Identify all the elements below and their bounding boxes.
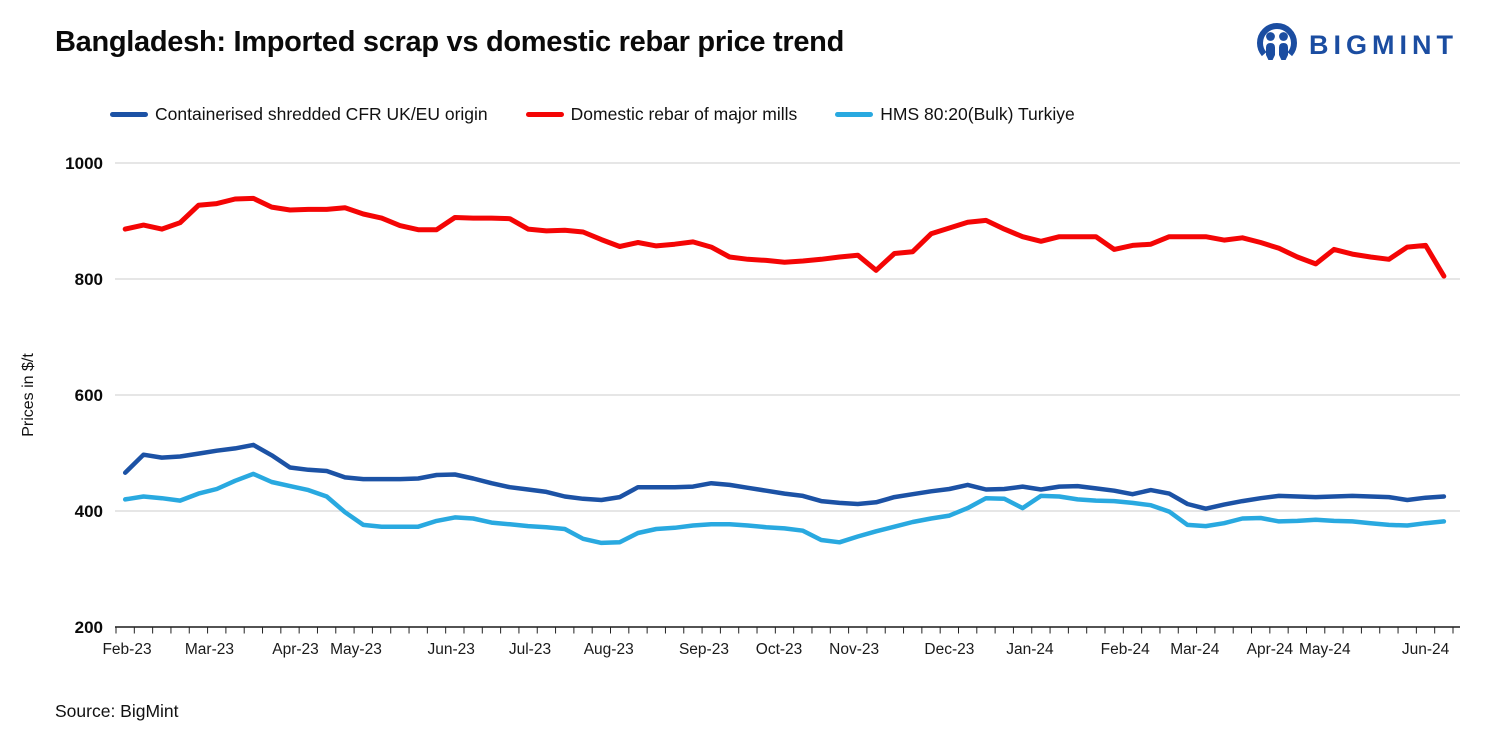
x-label-Mar-23: Mar-23 — [185, 641, 234, 658]
x-label-Jul-23: Jul-23 — [509, 641, 551, 658]
x-label-Jun-24: Jun-24 — [1402, 641, 1450, 658]
y-tick-label-1000: 1000 — [65, 154, 103, 173]
page-title: Bangladesh: Imported scrap vs domestic r… — [55, 26, 844, 58]
series-line-0 — [122, 442, 1447, 511]
legend-label: Containerised shredded CFR UK/EU origin — [155, 104, 488, 124]
legend-item-hms-8020: HMS 80:20(Bulk) Turkiye — [835, 104, 1075, 125]
legend-item-domestic-rebar: Domestic rebar of major mills — [525, 104, 798, 125]
bigmint-logo: BIGMINT — [1254, 22, 1458, 68]
chart-legend: Containerised shredded CFR UK/EU origin … — [110, 104, 1075, 125]
x-label-Feb-24: Feb-24 — [1101, 641, 1150, 658]
bigmint-logo-icon — [1257, 23, 1297, 63]
source-note: Source: BigMint — [55, 701, 179, 721]
x-label-Feb-23: Feb-23 — [102, 641, 151, 658]
legend-swatch-dark-blue — [110, 112, 148, 117]
legend-label: Domestic rebar of major mills — [570, 104, 798, 124]
series-line-1 — [122, 195, 1447, 279]
bigmint-logo-text: BIGMINT — [1309, 29, 1458, 60]
legend-label: HMS 80:20(Bulk) Turkiye — [880, 104, 1075, 124]
x-label-Jun-23: Jun-23 — [428, 641, 475, 658]
y-axis-title: Prices in $/t — [20, 353, 37, 437]
legend-swatch-cyan — [835, 112, 874, 117]
y-tick-label-800: 800 — [75, 270, 103, 289]
x-label-Apr-24: Apr-24 — [1247, 641, 1294, 658]
x-label-Mar-24: Mar-24 — [1170, 641, 1219, 658]
y-tick-label-200: 200 — [75, 618, 103, 637]
x-label-Sep-23: Sep-23 — [679, 641, 729, 658]
x-label-May-24: May-24 — [1299, 641, 1351, 658]
x-label-Oct-23: Oct-23 — [756, 641, 803, 658]
legend-item-containerised-shredded: Containerised shredded CFR UK/EU origin — [110, 104, 488, 125]
series-line-2 — [122, 471, 1447, 546]
x-label-Apr-23: Apr-23 — [272, 641, 319, 658]
x-label-Jan-24: Jan-24 — [1006, 641, 1054, 658]
price-trend-chart: 1000 800 600 400 200 Prices in $/t Feb-23 Mar-2… — [0, 140, 1500, 700]
x-label-Nov-23: Nov-23 — [829, 641, 879, 658]
x-label-May-23: May-23 — [330, 641, 382, 658]
chart-canvas: 1000 800 600 400 200 Prices in $/t Feb-23 Mar-2… — [20, 154, 1460, 658]
y-tick-label-600: 600 — [75, 386, 103, 405]
x-label-Dec-23: Dec-23 — [924, 641, 974, 658]
x-label-Aug-23: Aug-23 — [584, 641, 634, 658]
legend-swatch-red — [525, 112, 564, 117]
y-tick-label-400: 400 — [75, 502, 103, 521]
